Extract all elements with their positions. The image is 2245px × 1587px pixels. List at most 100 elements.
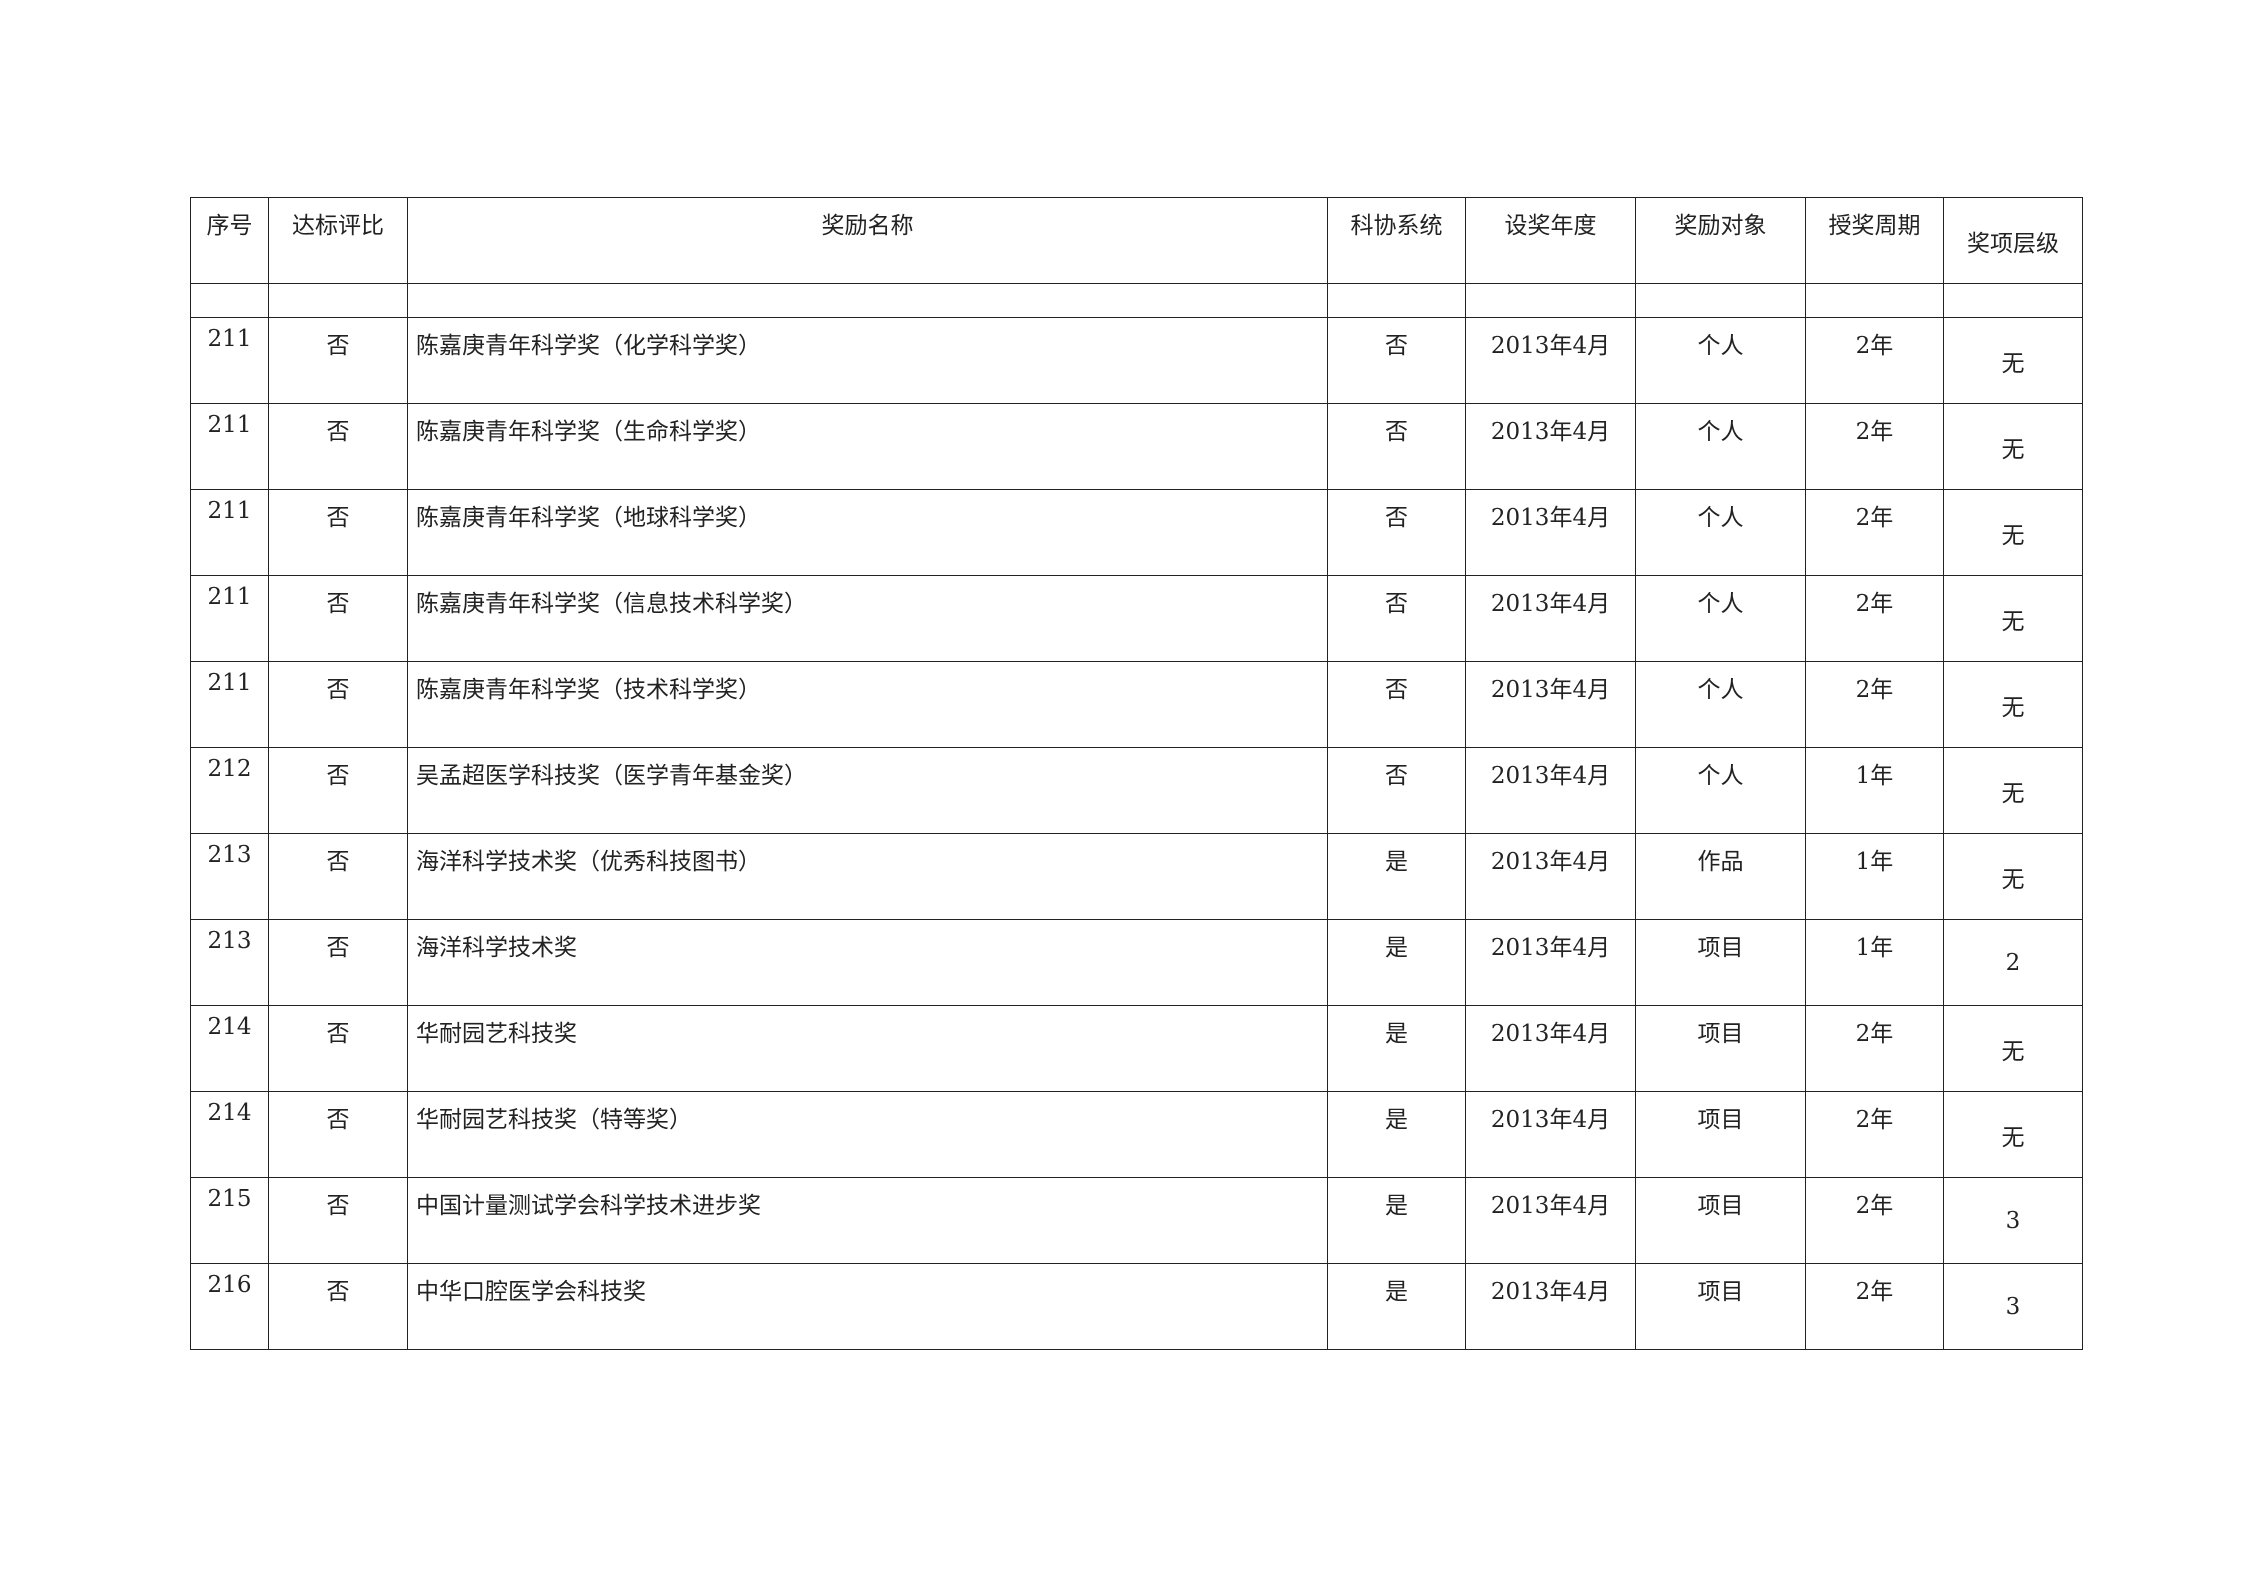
cell-no: 211: [190, 489, 269, 576]
awards-table: 序号 达标评比 奖励名称 科协系统 设奖年度 奖励对象 授奖周期 奖项层级 21…: [190, 197, 2083, 1350]
cell-cycle: 1年: [1805, 747, 1944, 834]
cell-year: 2013年4月: [1465, 919, 1636, 1006]
cell-kexie: 否: [1327, 317, 1466, 404]
cell-target: 个人: [1635, 747, 1806, 834]
cell-kexie: 是: [1327, 1005, 1466, 1092]
cell-cycle: 2年: [1805, 1091, 1944, 1178]
header-target: 奖励对象: [1635, 197, 1806, 284]
table-row: 211 否陈嘉庚青年科学奖（化学科学奖）否 2013年4月 个人 2年无: [190, 317, 2083, 404]
cell-eval: 否: [268, 317, 408, 404]
cell-name: 陈嘉庚青年科学奖（生命科学奖）: [407, 403, 1328, 490]
cell-kexie: 是: [1327, 1263, 1466, 1350]
table-row: 213 否海洋科学技术奖是 2013年4月 项目 1年 2: [190, 919, 2083, 1006]
cell-eval: 否: [268, 919, 408, 1006]
cell-year: 2013年4月: [1465, 575, 1636, 662]
cell-kexie: 否: [1327, 403, 1466, 490]
table-row: 214 否华耐园艺科技奖（特等奖）是 2013年4月 项目 2年无: [190, 1091, 2083, 1178]
cell-year: 2013年4月: [1465, 1263, 1636, 1350]
cell-cycle: 1年: [1805, 919, 1944, 1006]
cell-level: 无: [1943, 833, 2083, 920]
cell-kexie: 是: [1327, 1177, 1466, 1264]
cell-target: 项目: [1635, 1091, 1806, 1178]
cell-eval: 否: [268, 833, 408, 920]
cell-year: 2013年4月: [1465, 747, 1636, 834]
cell-level: 3: [1943, 1263, 2083, 1350]
cell-target: 项目: [1635, 919, 1806, 1006]
cell-target: 项目: [1635, 1005, 1806, 1092]
header-year: 设奖年度: [1465, 197, 1636, 284]
table-row: 214 否华耐园艺科技奖是 2013年4月 项目 2年无: [190, 1005, 2083, 1092]
cell-eval: 否: [268, 747, 408, 834]
table-row: 212 否吴孟超医学科技奖（医学青年基金奖）否 2013年4月 个人 1年无: [190, 747, 2083, 834]
cell-target: 作品: [1635, 833, 1806, 920]
cell-target: 个人: [1635, 403, 1806, 490]
cell-no: 213: [190, 919, 269, 1006]
cell-year: 2013年4月: [1465, 1177, 1636, 1264]
cell-cycle: 2年: [1805, 1263, 1944, 1350]
cell-cycle: 1年: [1805, 833, 1944, 920]
cell-name: 陈嘉庚青年科学奖（技术科学奖）: [407, 661, 1328, 748]
cell-name: 海洋科学技术奖: [407, 919, 1328, 1006]
cell-level: 无: [1943, 403, 2083, 490]
cell-no: 214: [190, 1091, 269, 1178]
cell-cycle: 2年: [1805, 317, 1944, 404]
cell-cycle: 2年: [1805, 403, 1944, 490]
cell-cycle: 2年: [1805, 489, 1944, 576]
table-row: 211 否陈嘉庚青年科学奖（地球科学奖）否 2013年4月 个人 2年无: [190, 489, 2083, 576]
cell-level: 2: [1943, 919, 2083, 1006]
cell-cycle: 2年: [1805, 1177, 1944, 1264]
cell-name: 陈嘉庚青年科学奖（地球科学奖）: [407, 489, 1328, 576]
table-row: 211 否陈嘉庚青年科学奖（信息技术科学奖）否 2013年4月 个人 2年无: [190, 575, 2083, 662]
table-row: 213 否海洋科学技术奖（优秀科技图书）是 2013年4月 作品 1年无: [190, 833, 2083, 920]
cell-eval: 否: [268, 489, 408, 576]
blank-row: [190, 283, 2083, 318]
cell-no: 213: [190, 833, 269, 920]
cell-eval: 否: [268, 1005, 408, 1092]
cell-name: 华耐园艺科技奖: [407, 1005, 1328, 1092]
table-row: 215 否中国计量测试学会科学技术进步奖是 2013年4月 项目 2年 3: [190, 1177, 2083, 1264]
table-row: 211 否陈嘉庚青年科学奖（技术科学奖）否 2013年4月 个人 2年无: [190, 661, 2083, 748]
header-level: 奖项层级: [1943, 197, 2083, 284]
cell-no: 215: [190, 1177, 269, 1264]
cell-level: 无: [1943, 747, 2083, 834]
cell-no: 214: [190, 1005, 269, 1092]
cell-name: 中华口腔医学会科技奖: [407, 1263, 1328, 1350]
cell-no: 212: [190, 747, 269, 834]
cell-kexie: 否: [1327, 661, 1466, 748]
cell-name: 海洋科学技术奖（优秀科技图书）: [407, 833, 1328, 920]
cell-no: 216: [190, 1263, 269, 1350]
cell-kexie: 否: [1327, 575, 1466, 662]
cell-cycle: 2年: [1805, 661, 1944, 748]
cell-kexie: 是: [1327, 919, 1466, 1006]
cell-name: 陈嘉庚青年科学奖（信息技术科学奖）: [407, 575, 1328, 662]
cell-eval: 否: [268, 1263, 408, 1350]
cell-target: 个人: [1635, 317, 1806, 404]
cell-year: 2013年4月: [1465, 403, 1636, 490]
cell-no: 211: [190, 317, 269, 404]
cell-eval: 否: [268, 575, 408, 662]
cell-eval: 否: [268, 403, 408, 490]
cell-eval: 否: [268, 661, 408, 748]
cell-eval: 否: [268, 1177, 408, 1264]
header-cycle: 授奖周期: [1805, 197, 1944, 284]
cell-kexie: 是: [1327, 833, 1466, 920]
cell-year: 2013年4月: [1465, 489, 1636, 576]
table-row: 211 否陈嘉庚青年科学奖（生命科学奖）否 2013年4月 个人 2年无: [190, 403, 2083, 490]
cell-name: 陈嘉庚青年科学奖（化学科学奖）: [407, 317, 1328, 404]
cell-year: 2013年4月: [1465, 1005, 1636, 1092]
cell-level: 无: [1943, 317, 2083, 404]
cell-target: 个人: [1635, 575, 1806, 662]
cell-level: 无: [1943, 489, 2083, 576]
cell-year: 2013年4月: [1465, 317, 1636, 404]
cell-level: 无: [1943, 1091, 2083, 1178]
header-no: 序号: [190, 197, 269, 284]
header-kexie: 科协系统: [1327, 197, 1466, 284]
cell-kexie: 否: [1327, 489, 1466, 576]
cell-target: 项目: [1635, 1177, 1806, 1264]
cell-level: 3: [1943, 1177, 2083, 1264]
cell-year: 2013年4月: [1465, 1091, 1636, 1178]
header-eval: 达标评比: [268, 197, 408, 284]
header-row: 序号 达标评比 奖励名称 科协系统 设奖年度 奖励对象 授奖周期 奖项层级: [190, 197, 2083, 284]
cell-no: 211: [190, 403, 269, 490]
header-name: 奖励名称: [407, 197, 1328, 284]
